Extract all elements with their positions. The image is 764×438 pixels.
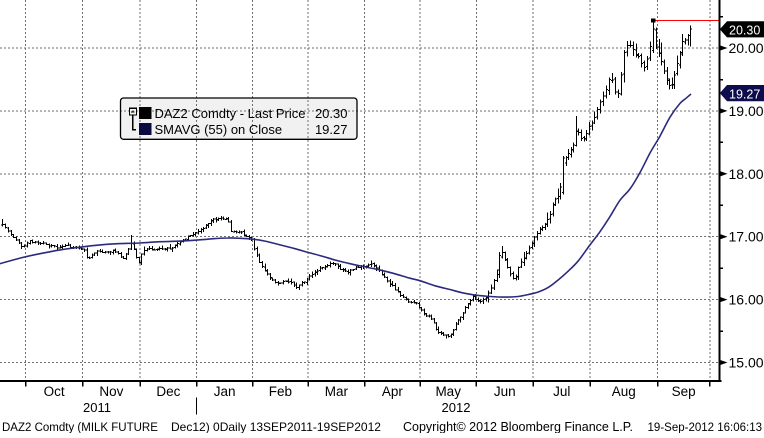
svg-text:SMAVG (55) on Close: SMAVG (55) on Close	[155, 122, 283, 137]
svg-text:Mar: Mar	[325, 384, 349, 399]
svg-text:18.00: 18.00	[729, 166, 764, 182]
svg-text:2011: 2011	[83, 400, 111, 415]
svg-text:19.27: 19.27	[729, 87, 760, 101]
svg-text:17.00: 17.00	[729, 229, 764, 245]
svg-text:Dec12) 0Daily 13SEP2011-19SEP2: Dec12) 0Daily 13SEP2011-19SEP2012	[171, 420, 381, 433]
svg-text:15.00: 15.00	[729, 355, 764, 371]
svg-text:20.30: 20.30	[729, 24, 760, 38]
svg-text:DAZ2 Comdty (MILK FUTURE: DAZ2 Comdty (MILK FUTURE	[2, 422, 158, 433]
svg-text:19.27: 19.27	[315, 122, 348, 137]
svg-text:Aug: Aug	[612, 384, 636, 399]
svg-text:Apr: Apr	[382, 384, 404, 399]
svg-text:Jan: Jan	[214, 384, 236, 399]
svg-text:Dec: Dec	[156, 384, 180, 399]
svg-text:16.00: 16.00	[729, 292, 764, 308]
svg-text:DAZ2 Comdty - Last Price: DAZ2 Comdty - Last Price	[155, 106, 306, 121]
svg-text:Copyright© 2012 Bloomberg Fina: Copyright© 2012 Bloomberg Finance L.P.	[403, 420, 633, 433]
svg-text:Nov: Nov	[99, 384, 123, 399]
svg-text:Jun: Jun	[494, 384, 516, 399]
svg-text:Feb: Feb	[269, 384, 292, 399]
svg-text:20.30: 20.30	[315, 106, 348, 121]
svg-text:Oct: Oct	[44, 384, 65, 399]
svg-text:May: May	[435, 384, 461, 399]
svg-text:Jul: Jul	[553, 384, 570, 399]
svg-text:20.00: 20.00	[729, 40, 764, 56]
svg-text:Sep: Sep	[672, 384, 696, 399]
svg-text:2012: 2012	[442, 400, 471, 415]
svg-text:19-Sep-2012 16:06:13: 19-Sep-2012 16:06:13	[648, 422, 762, 433]
svg-text:19.00: 19.00	[729, 103, 764, 119]
